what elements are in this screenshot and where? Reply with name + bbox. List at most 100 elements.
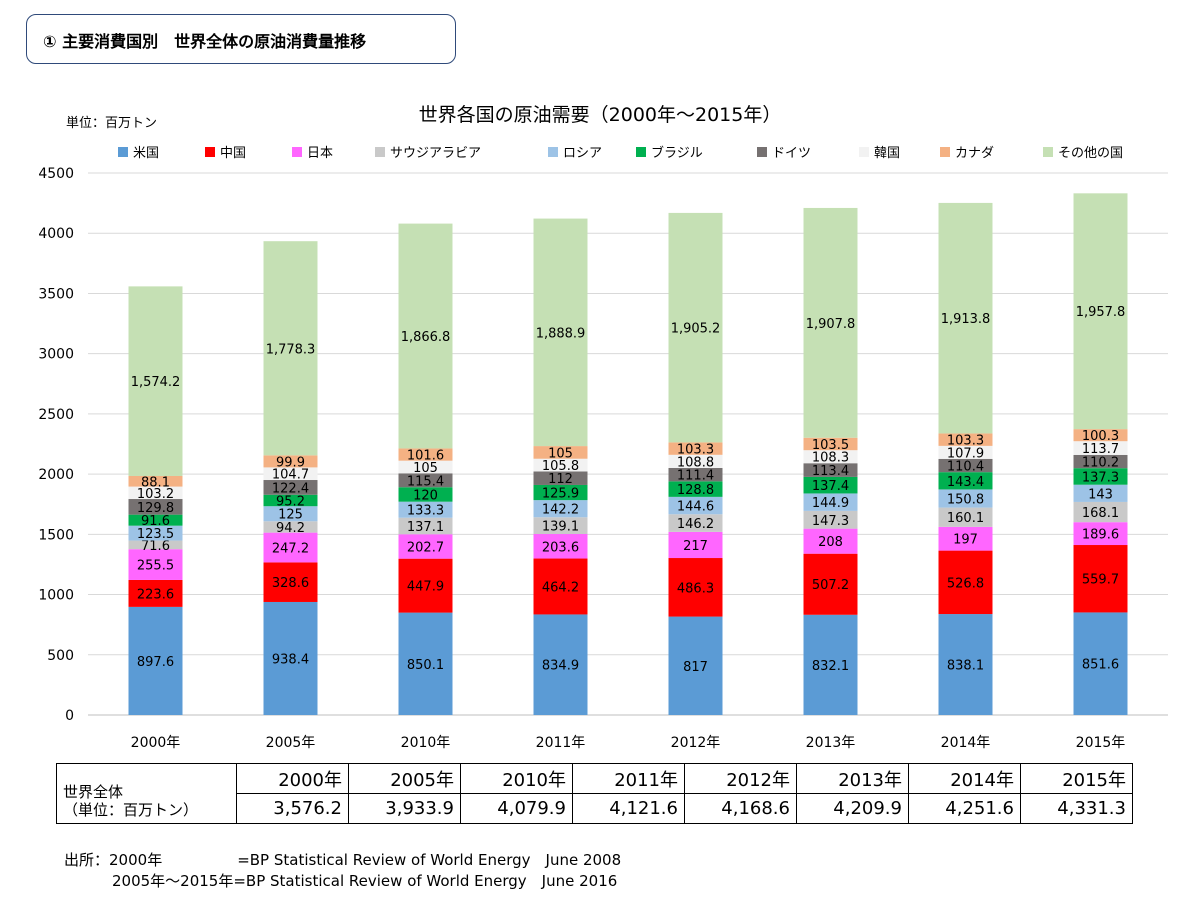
data-label: 1,778.3 <box>266 342 316 357</box>
bar-segment <box>803 510 858 529</box>
bar-segment <box>668 442 723 455</box>
bar-segment <box>533 500 588 518</box>
section-title: ① 主要消費国別 世界全体の原油消費量推移 <box>43 32 367 51</box>
bar-segment <box>398 460 453 474</box>
x-tick-label: 2014年 <box>941 735 991 751</box>
data-label: 103.3 <box>947 434 984 449</box>
bar-segment <box>398 612 453 715</box>
table-total-cell: 3,933.9 <box>348 793 461 824</box>
bar-segment <box>398 473 453 488</box>
bar-segment <box>938 202 993 434</box>
x-tick-label: 2015年 <box>1076 735 1126 751</box>
data-label: 202.7 <box>407 540 444 555</box>
data-label: 104.7 <box>272 468 309 483</box>
bar-segment <box>938 526 993 551</box>
bar-segment <box>128 540 183 550</box>
bar-segment <box>1073 454 1128 469</box>
data-label: 137.4 <box>812 479 849 494</box>
bar-segment <box>1073 429 1128 442</box>
data-label: 71.6 <box>141 539 170 554</box>
bar-segment <box>1073 501 1128 523</box>
bar-segment <box>938 433 993 446</box>
data-label: 95.2 <box>276 494 305 509</box>
legend-item: カナダ <box>940 142 994 161</box>
data-label: 247.2 <box>272 542 309 557</box>
legend-swatch <box>548 146 558 157</box>
data-label: 105 <box>548 446 573 461</box>
data-label: 1,907.8 <box>806 317 856 332</box>
data-label: 125 <box>278 508 303 523</box>
data-label: 133.3 <box>407 504 444 519</box>
data-label: 112 <box>548 472 573 487</box>
data-label: 1,905.2 <box>671 322 721 337</box>
legend-item: ブラジル <box>636 142 703 161</box>
data-label: 838.1 <box>947 659 984 674</box>
data-label: 834.9 <box>542 659 579 674</box>
legend-label: その他の国 <box>1058 146 1124 161</box>
bar-segment <box>398 517 453 535</box>
bar-segment <box>803 476 858 494</box>
table-total-cell: 4,168.6 <box>684 793 797 824</box>
bar-segment <box>128 286 183 476</box>
bar-segment <box>668 467 723 482</box>
data-label: 150.8 <box>947 493 984 508</box>
x-tick-label: 2005年 <box>266 735 316 751</box>
y-tick-label: 2000 <box>38 467 74 483</box>
bar-segment <box>263 601 318 715</box>
legend-item: 日本 <box>292 142 333 161</box>
bar-segment <box>668 531 723 559</box>
bar-segment <box>803 614 858 715</box>
data-label: 850.1 <box>407 658 444 673</box>
legend-label: ブラジル <box>651 146 703 161</box>
data-label: 110.4 <box>947 460 984 475</box>
data-label: 146.2 <box>677 517 714 532</box>
data-label: 1,574.2 <box>131 375 181 390</box>
bar-segment <box>938 507 993 527</box>
y-tick-label: 3000 <box>38 347 74 363</box>
data-label: 129.8 <box>137 501 174 516</box>
bar-segment <box>128 525 183 541</box>
data-label: 128.8 <box>677 483 714 498</box>
data-label: 147.3 <box>812 514 849 529</box>
bar-segment <box>398 223 453 449</box>
data-label: 223.6 <box>137 587 174 602</box>
bar-segment <box>128 606 183 715</box>
data-label: 99.9 <box>276 455 305 470</box>
bar-segment <box>1073 545 1128 613</box>
legend-label: 韓国 <box>874 146 901 161</box>
table-total-cell: 4,079.9 <box>460 793 573 824</box>
x-tick-label: 2010年 <box>401 735 451 751</box>
data-label: 103.5 <box>812 438 849 453</box>
data-label: 142.2 <box>542 503 579 518</box>
legend-item: ロシア <box>548 142 602 161</box>
table-year-cell: 2014年 <box>908 763 1021 794</box>
data-label: 1,913.8 <box>941 312 991 327</box>
data-label: 88.1 <box>141 475 170 490</box>
bar-segment <box>1073 612 1128 715</box>
legend-item: その他の国 <box>1043 142 1123 161</box>
data-label: 143.4 <box>947 475 984 490</box>
x-tick-label: 2013年 <box>806 735 856 751</box>
data-label: 1,957.8 <box>1076 305 1126 320</box>
data-label: 108.3 <box>812 451 849 466</box>
bar-segment <box>668 212 723 443</box>
data-label: 197 <box>953 533 978 548</box>
data-label: 137.3 <box>1082 470 1119 485</box>
data-label: 832.1 <box>812 659 849 674</box>
table-total-cell: 4,251.6 <box>908 793 1021 824</box>
data-label: 1,866.8 <box>401 330 451 345</box>
bar-segment <box>803 553 858 615</box>
bar-segment <box>263 521 318 533</box>
bar-segment <box>128 475 183 487</box>
table-total-cell: 4,331.3 <box>1020 793 1133 824</box>
y-tick-label: 4000 <box>38 226 74 242</box>
bar-segment <box>533 484 588 501</box>
data-label: 94.2 <box>276 521 305 536</box>
data-label: 486.3 <box>677 581 714 596</box>
bar-segment <box>533 218 588 447</box>
legend-label: ロシア <box>563 146 603 161</box>
data-label: 217 <box>683 539 708 554</box>
y-tick-label: 4500 <box>38 166 74 182</box>
bar-segment <box>803 493 858 511</box>
unit-label: 単位：百万トン <box>66 116 158 131</box>
